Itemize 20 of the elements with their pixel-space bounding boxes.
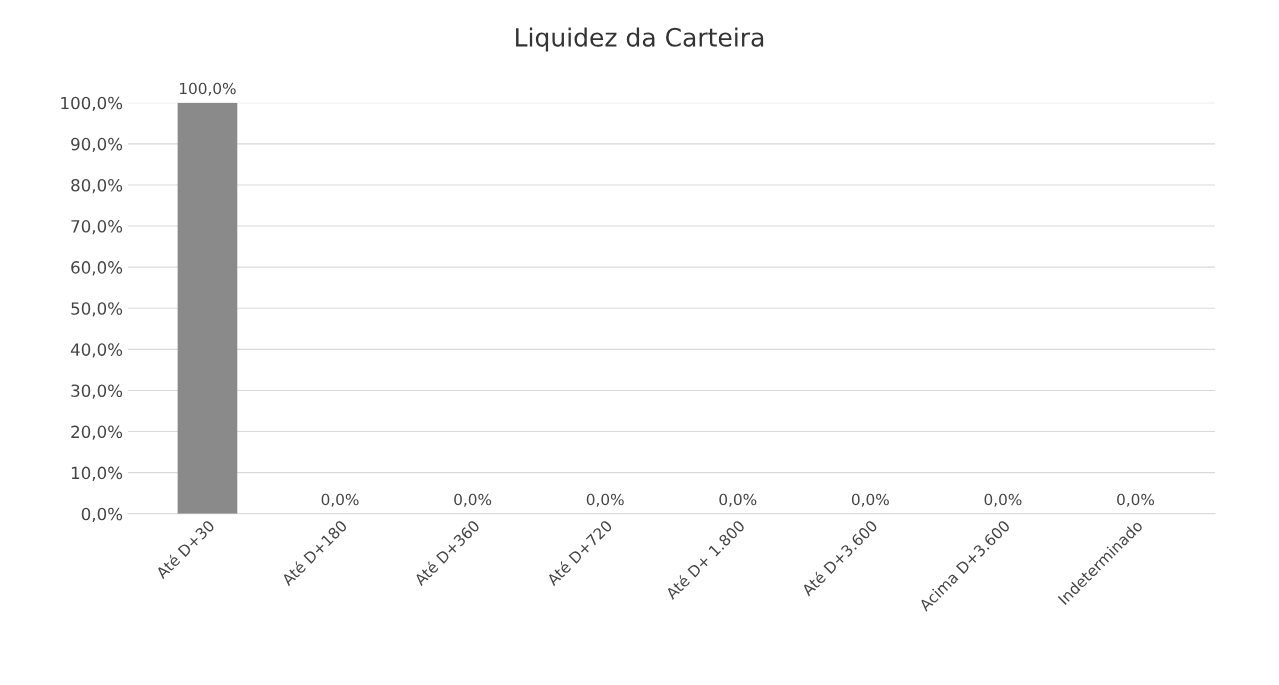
y-tick-label: 40,0% (70, 343, 123, 358)
y-tick-label: 90,0% (71, 137, 123, 153)
data-label: 100,0% (180, 82, 236, 96)
data-label: 0,0% (454, 493, 492, 507)
data-label: 0,0% (586, 493, 624, 507)
y-tick-label: 10,0% (71, 466, 123, 481)
data-label: 0,0% (321, 493, 359, 507)
y-tick-label: 100,0% (61, 96, 123, 112)
data-label: 0,0% (851, 493, 889, 507)
data-label: 0,0% (719, 493, 757, 507)
y-tick-label: 60,0% (71, 261, 123, 276)
y-tick-label: 30,0% (71, 384, 123, 399)
y-tick-label: 80,0% (71, 178, 123, 194)
data-label: 0,0% (1117, 493, 1155, 507)
chart-title: Liquidez da Carteira (516, 27, 764, 52)
data-label: 0,0% (984, 493, 1022, 507)
y-tick-label: 20,0% (71, 425, 123, 440)
y-tick-label: 0,0% (81, 507, 123, 523)
y-tick-label: 70,0% (71, 220, 123, 235)
y-tick-label: 50,0% (71, 302, 123, 317)
